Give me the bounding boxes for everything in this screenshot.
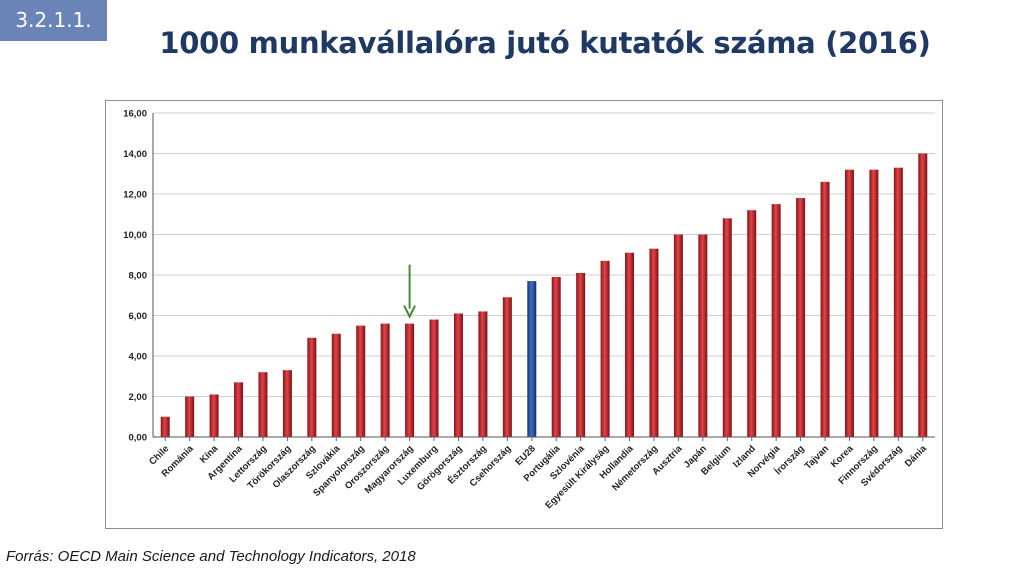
bar xyxy=(771,204,781,437)
bar xyxy=(551,277,561,437)
bar xyxy=(918,153,928,437)
y-tick-label: 12,00 xyxy=(123,190,147,201)
arrow-head xyxy=(403,305,416,319)
bar xyxy=(429,319,439,437)
source-note: Forrás: OECD Main Science and Technology… xyxy=(6,548,416,565)
page-title: 1000 munkavállalóra jutó kutatók száma (… xyxy=(159,26,931,60)
bar xyxy=(698,234,708,437)
x-tick-label: Dánia xyxy=(903,443,930,470)
bar xyxy=(600,260,610,437)
bars xyxy=(160,153,928,438)
bar xyxy=(673,234,683,437)
bar xyxy=(331,333,341,437)
y-tick-label: 10,00 xyxy=(123,230,147,241)
bar xyxy=(356,325,366,437)
grid-lines xyxy=(153,112,935,438)
bar-highlight xyxy=(527,281,537,437)
bar xyxy=(160,416,170,437)
chart-frame: 0,00 2,00 4,00 6,00 8,00 10,00 12,00 14,00 16,00… xyxy=(105,100,943,529)
y-tick-label: 8,00 xyxy=(129,271,148,282)
bar xyxy=(722,218,732,437)
bar xyxy=(282,370,292,437)
bar xyxy=(478,311,488,437)
bar xyxy=(869,169,879,437)
bar xyxy=(405,323,415,437)
bar xyxy=(893,167,903,438)
y-tick-label: 6,00 xyxy=(129,311,148,322)
y-tick-label: 4,00 xyxy=(129,352,148,363)
annotation-arrow xyxy=(403,264,416,319)
bar-chart: 0,00 2,00 4,00 6,00 8,00 10,00 12,00 14,00 16,00… xyxy=(123,109,935,511)
bar xyxy=(820,181,830,437)
bar xyxy=(234,382,244,437)
bar xyxy=(747,210,757,437)
slide-number: 3.2.1.1. xyxy=(0,0,107,41)
x-tick-label: Tajvan xyxy=(803,443,832,472)
bar xyxy=(453,313,463,437)
y-axis-tick-labels: 0,00 2,00 4,00 6,00 8,00 10,00 12,00 14,00 16,00 xyxy=(123,109,147,444)
bar xyxy=(307,337,317,437)
bar xyxy=(796,198,806,437)
bar xyxy=(502,297,512,437)
bar xyxy=(576,272,586,437)
y-tick-label: 16,00 xyxy=(123,109,147,120)
bar xyxy=(185,396,195,437)
bar xyxy=(380,323,390,437)
bar xyxy=(649,248,659,437)
bar xyxy=(209,394,219,437)
bar xyxy=(625,252,635,437)
y-tick-label: 0,00 xyxy=(129,433,148,444)
bar xyxy=(258,372,268,437)
bar xyxy=(844,169,854,437)
axes xyxy=(152,113,935,438)
y-tick-label: 14,00 xyxy=(123,149,147,160)
y-tick-label: 2,00 xyxy=(129,392,148,403)
